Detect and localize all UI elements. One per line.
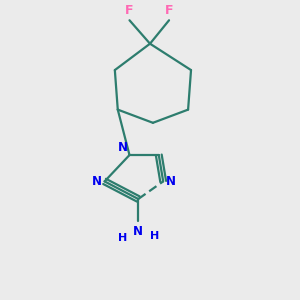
Text: N: N <box>166 175 176 188</box>
Text: H: H <box>150 231 159 241</box>
Text: H: H <box>118 233 127 243</box>
Text: N: N <box>133 225 143 239</box>
Text: F: F <box>125 4 134 17</box>
Text: N: N <box>92 175 102 188</box>
Text: F: F <box>165 4 173 17</box>
Text: N: N <box>118 141 128 154</box>
